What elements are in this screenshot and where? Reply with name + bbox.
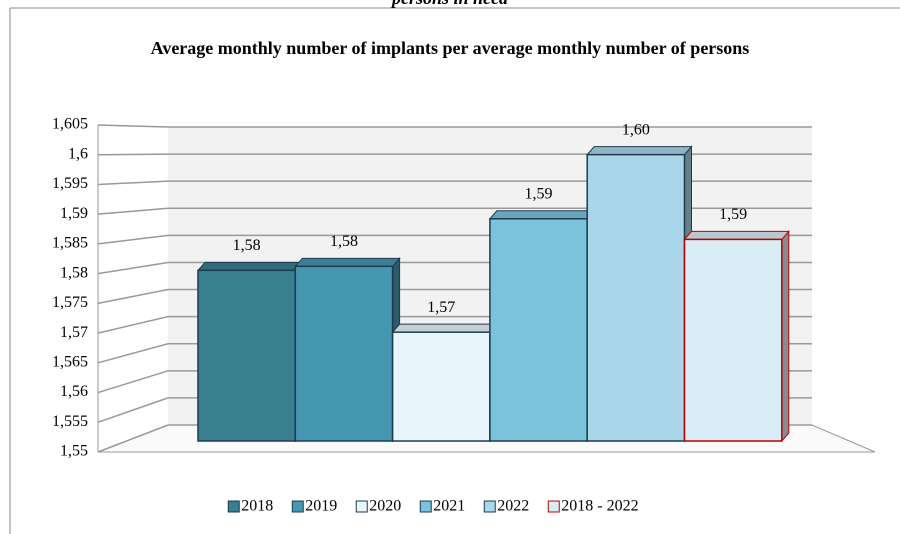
grid-line: [97, 124, 812, 128]
y-tick-label: 1,595: [52, 175, 88, 192]
legend-label: 2018: [241, 498, 273, 515]
y-tick-label: 1,585: [52, 235, 88, 252]
legend-swatch: [483, 500, 496, 513]
value-label: 1,60: [622, 121, 650, 138]
legend-label: 2022: [497, 498, 529, 515]
y-tick-label: 1,59: [60, 205, 88, 222]
legend-label: 2018 - 2022: [561, 498, 638, 515]
bar-top: [294, 257, 401, 267]
y-tick-label: 1,6: [68, 145, 88, 162]
bar-top: [391, 323, 499, 333]
bar: [197, 269, 297, 442]
bar-top: [683, 230, 790, 240]
value-label: 1,59: [719, 206, 747, 223]
y-tick-label: 1,57: [60, 324, 88, 341]
bar: [683, 238, 783, 442]
bar: [489, 218, 588, 442]
y-tick-label: 1,565: [52, 353, 88, 370]
y-tick-label: 1,56: [60, 383, 88, 400]
grid-line: [97, 153, 812, 156]
value-label: 1,57: [427, 299, 455, 316]
legend-swatch: [355, 500, 368, 513]
legend-label: 2020: [369, 498, 401, 515]
bar-top: [196, 261, 304, 271]
bar-top: [586, 146, 693, 156]
legend-label: 2021: [433, 498, 465, 515]
value-label: 1,59: [525, 185, 553, 202]
y-tick-label: 1,58: [60, 264, 88, 281]
legend-swatch: [291, 500, 304, 513]
bar-side: [781, 230, 790, 443]
y-tick-label: 1,575: [52, 294, 88, 311]
bar: [586, 153, 686, 442]
bar-top: [488, 210, 596, 220]
legend-swatch: [547, 500, 560, 513]
y-tick-label: 1,555: [52, 413, 88, 430]
value-label: 1,58: [330, 233, 358, 250]
legend-label: 2019: [305, 498, 337, 515]
caption-fragment: persons in need: [0, 0, 900, 9]
legend-swatch: [419, 500, 432, 513]
value-label: 1,58: [233, 237, 261, 254]
y-tick-label: 1,605: [52, 116, 88, 133]
y-tick-label: 1,55: [60, 443, 88, 460]
bar: [294, 265, 394, 442]
chart-title: Average monthly number of implants per a…: [150, 38, 750, 58]
bar: [391, 331, 491, 442]
legend-swatch: [227, 500, 240, 513]
